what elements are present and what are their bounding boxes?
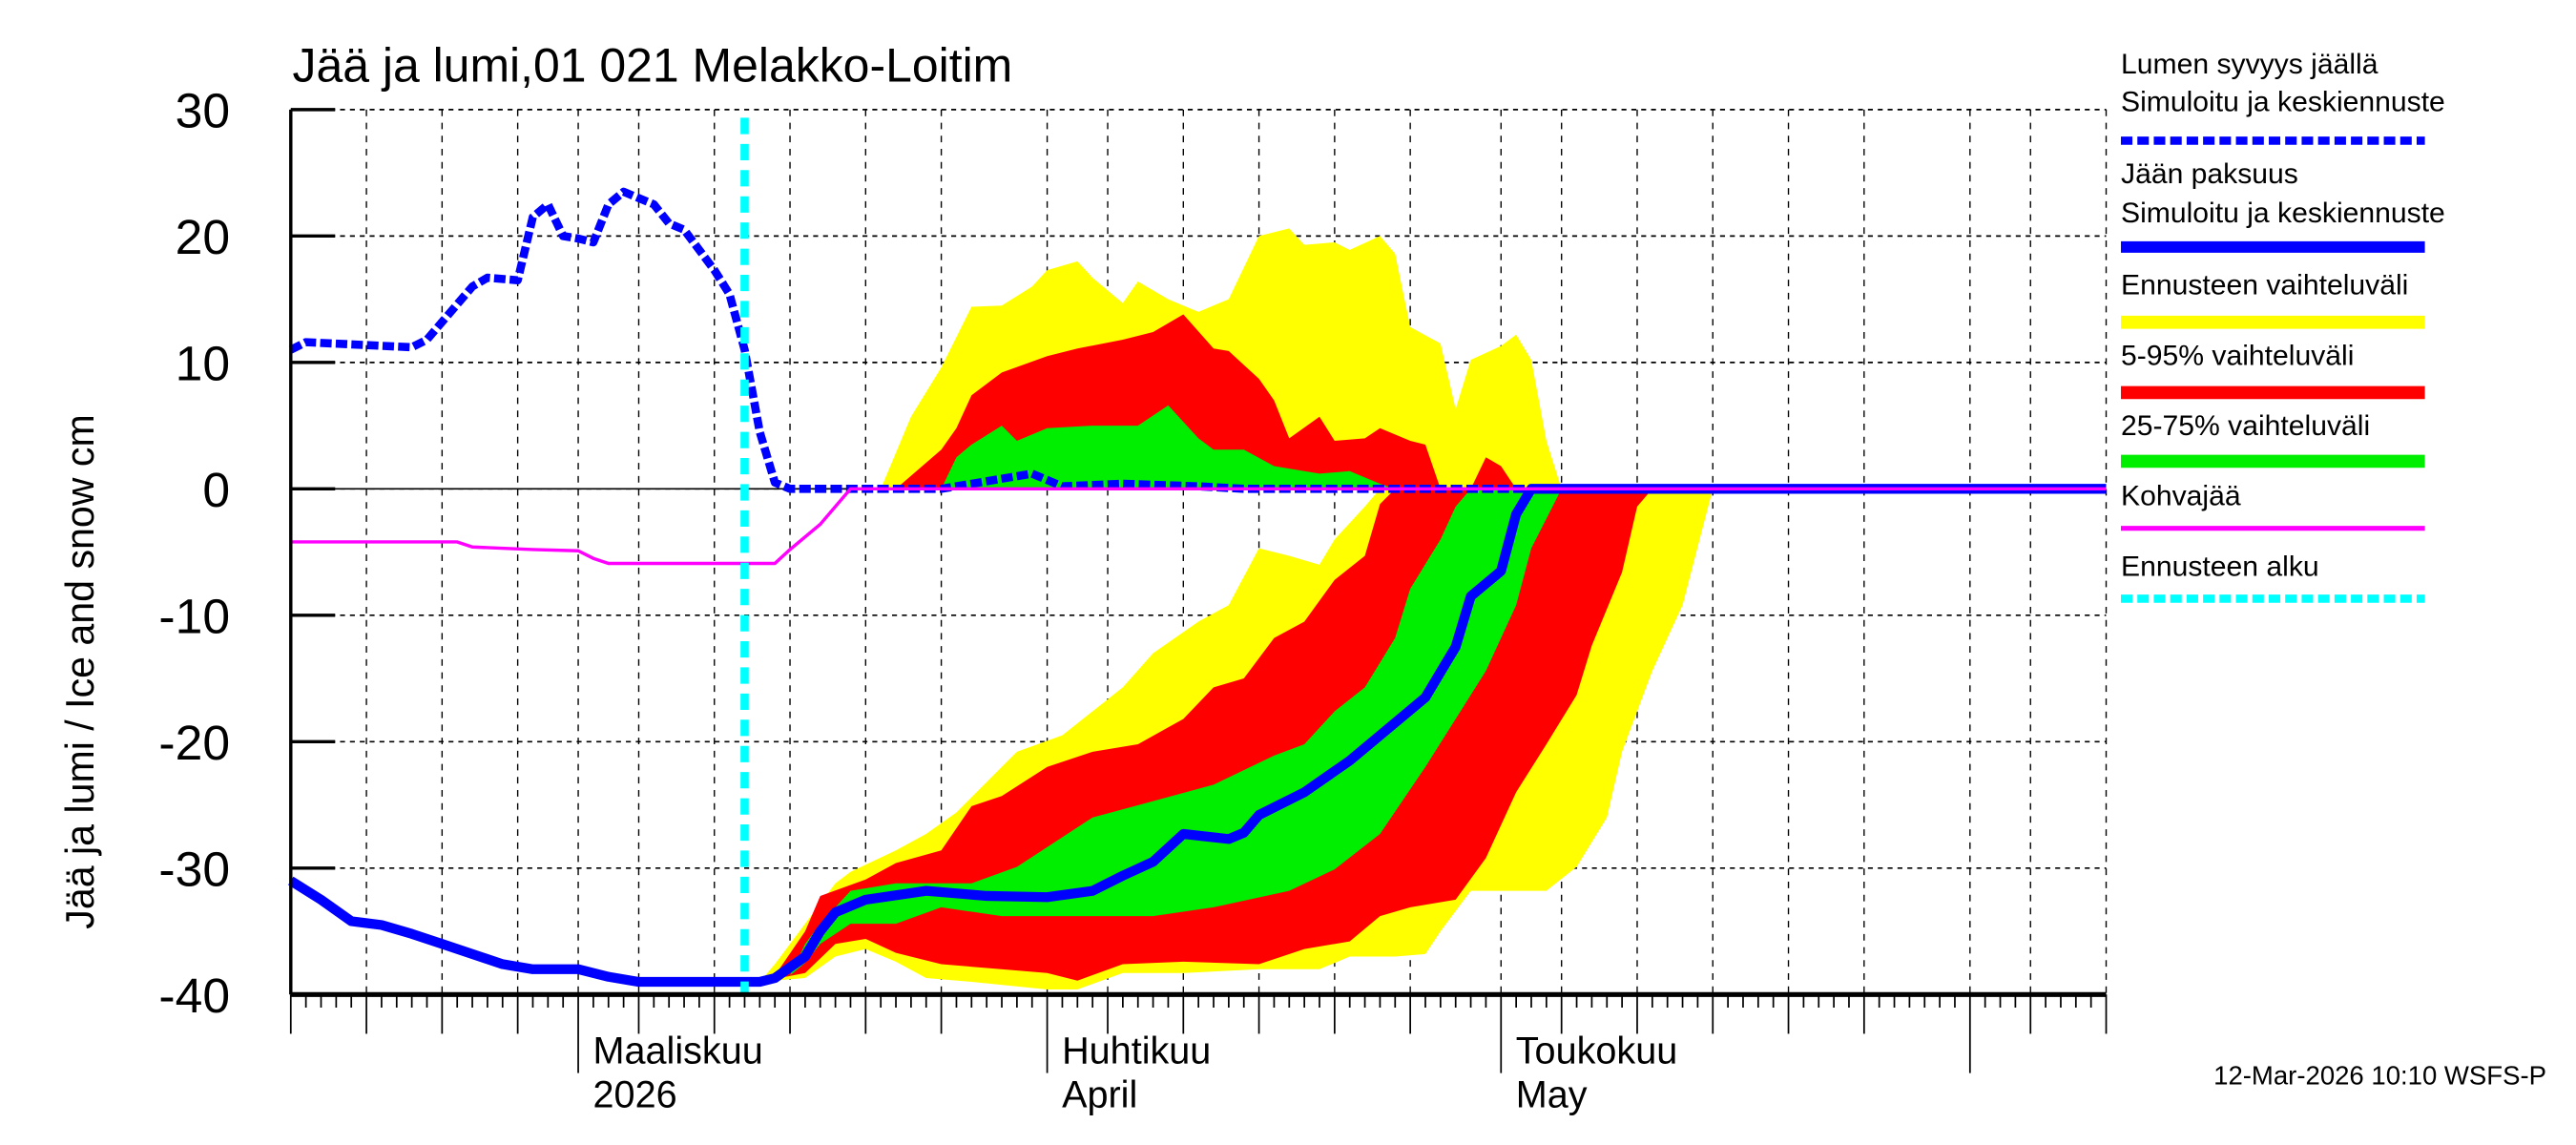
legend-label: Lumen syvyys jäällä [2121, 49, 2379, 80]
legend: Lumen syvyys jäällä Simuloitu ja keskienn… [2121, 49, 2445, 603]
legend-sublabel: Simuloitu ja keskiennuste [2121, 87, 2445, 118]
legend-sublabel: Simuloitu ja keskiennuste [2121, 198, 2445, 229]
y-tick-label: -20 [158, 715, 230, 770]
axes [289, 108, 2108, 1073]
timestamp: 12-Mar-2026 10:10 WSFS-P [2213, 1061, 2546, 1091]
y-tick-label: 30 [176, 83, 230, 138]
chart-title: Jää ja lumi,01 021 Melakko-Loitim [293, 39, 1013, 93]
y-tick-label: -30 [158, 842, 230, 897]
month-sublabel: 2026 [593, 1074, 677, 1116]
y-tick-label: 10 [176, 336, 230, 391]
legend-label: 5-95% vaihteluväli [2121, 340, 2354, 371]
legend-label: Kohvajää [2121, 481, 2241, 512]
legend-label: 25-75% vaihteluväli [2121, 410, 2370, 442]
y-tick-label: 20 [176, 209, 230, 264]
legend-label: Jään paksuus [2121, 158, 2298, 190]
series-lines [288, 187, 2107, 988]
y-tick-labels: 30 20 10 0 -10 -20 -30 -40 [158, 83, 230, 1023]
y-tick-label: -40 [158, 968, 230, 1023]
series-line-0 [290, 487, 2107, 566]
y-axis-label: Jää ja lumi / Ice and snow cm [58, 414, 102, 928]
month-label: Huhtikuu [1062, 1030, 1211, 1072]
series-line-1 [288, 484, 2107, 988]
month-label: Toukokuu [1516, 1030, 1677, 1072]
snow-band-2 [941, 405, 1396, 489]
month-sublabel: May [1516, 1074, 1588, 1116]
month-label: Maaliskuu [593, 1030, 763, 1072]
forecast-bands [759, 228, 1714, 989]
series-line-2 [288, 187, 2107, 493]
month-sublabel: April [1062, 1074, 1137, 1116]
ice-band-2 [790, 489, 1562, 976]
legend-label: Ennusteen alku [2121, 551, 2319, 582]
legend-label: Ennusteen vaihteluväli [2121, 270, 2408, 302]
y-tick-label: 0 [202, 462, 230, 517]
y-tick-label: -10 [158, 589, 230, 644]
